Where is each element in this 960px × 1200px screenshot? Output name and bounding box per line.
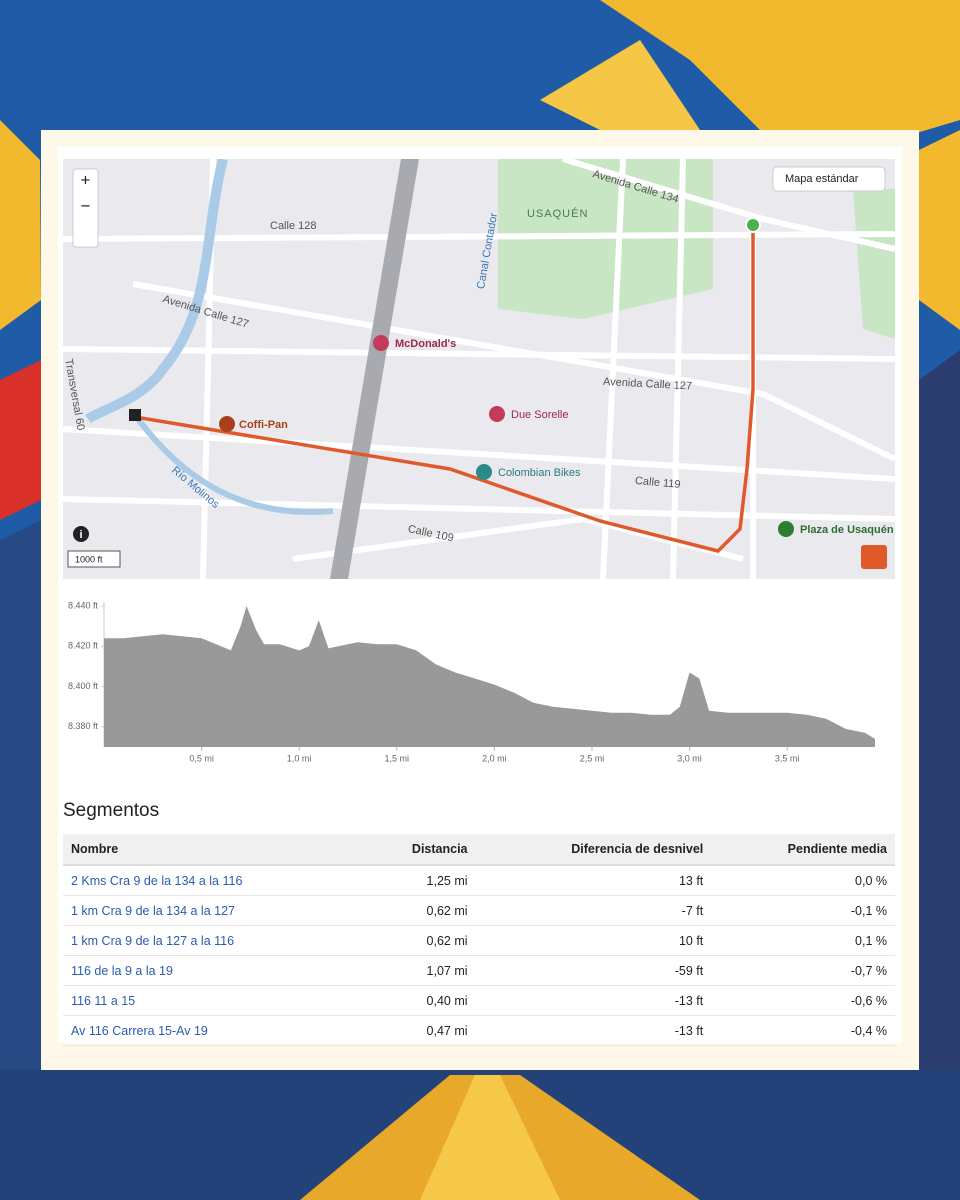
- x-tick-label: 0,5 mi: [189, 753, 214, 763]
- street-label: Calle 119: [634, 475, 681, 491]
- street-label: Calle 128: [270, 220, 316, 232]
- cell: 10 ft: [475, 925, 712, 956]
- cell: -0,4 %: [711, 1015, 895, 1046]
- cell: 116 11 a 15: [63, 985, 362, 1016]
- cell: 0,62 mi: [361, 925, 476, 956]
- segment-link[interactable]: 116 de la 9 a la 19: [71, 963, 173, 978]
- column-header: Pendiente media: [711, 834, 895, 866]
- place-label[interactable]: Colombian Bikes: [498, 467, 581, 479]
- x-tick-label: 3,0 mi: [677, 753, 702, 763]
- x-tick-label: 3,5 mi: [775, 753, 800, 763]
- cell: -0,1 %: [711, 895, 895, 926]
- segment-row: 2 Kms Cra 9 de la 134 a la 116 1,25 mi 13 …: [63, 865, 895, 896]
- segment-link[interactable]: 116 11 a 15: [71, 993, 136, 1008]
- y-tick-label: 8.380 ft: [68, 721, 99, 731]
- cell: -13 ft: [475, 1015, 712, 1046]
- map-style-label[interactable]: Mapa estándar: [785, 173, 859, 185]
- cell: 0,0 %: [711, 865, 895, 896]
- x-tick-label: 2,5 mi: [580, 753, 605, 763]
- cell: -0,6 %: [711, 985, 895, 1016]
- segment-row: 1 km Cra 9 de la 134 a la 127 0,62 mi -7 f…: [63, 895, 895, 926]
- column-header: Distancia: [361, 834, 476, 866]
- cell: -13 ft: [475, 985, 712, 1016]
- segments-table: Nombre Distancia Diferencia de desnivel Pen…: [63, 834, 895, 1046]
- elevation-chart: 8.440 ft 8.420 ft 8.400 ft 8.380 ft 0,5 mi 1,…: [68, 600, 875, 763]
- cell: 0,62 mi: [361, 895, 476, 926]
- segment-row: 1 km Cra 9 de la 127 a la 116 0,62 mi 10 f…: [63, 925, 895, 956]
- content: + − Mapa estándar i 1000 ft Calle 128 Av…: [58, 147, 902, 1046]
- cell: 0,47 mi: [361, 1015, 476, 1046]
- segment-row: 116 de la 9 a la 19 1,07 mi -59 ft -0,7 %: [63, 955, 895, 986]
- zoom-out[interactable]: −: [81, 196, 91, 215]
- x-tick-label: 2,0 mi: [482, 753, 507, 763]
- zoom-in[interactable]: +: [81, 170, 91, 189]
- segment-link[interactable]: Av 116 Carrera 15-Av 19: [71, 1023, 208, 1038]
- place-label[interactable]: Coffi-Pan: [239, 419, 288, 431]
- segment-link[interactable]: 2 Kms Cra 9 de la 134 a la 116: [71, 873, 243, 888]
- cell: 1 km Cra 9 de la 127 a la 116: [63, 925, 362, 956]
- map[interactable]: + − Mapa estándar i 1000 ft Calle 128 Av…: [63, 159, 895, 579]
- cell: Av 116 Carrera 15-Av 19: [63, 1015, 362, 1046]
- y-tick-label: 8.440 ft: [68, 600, 99, 610]
- column-header: Nombre: [63, 834, 362, 866]
- cell: 116 de la 9 a la 19: [63, 955, 362, 986]
- map-scale: 1000 ft: [75, 554, 103, 564]
- cell: 13 ft: [475, 865, 712, 896]
- column-header: Diferencia de desnivel: [475, 834, 712, 866]
- place-label[interactable]: McDonald's: [395, 338, 456, 350]
- cell: -0,7 %: [711, 955, 895, 986]
- cell: 0,1 %: [711, 925, 895, 956]
- card: + − Mapa estándar i 1000 ft Calle 128 Av…: [41, 130, 919, 1070]
- y-tick-label: 8.420 ft: [68, 641, 99, 651]
- cell: -59 ft: [475, 955, 712, 986]
- map-style-button[interactable]: [772, 166, 886, 192]
- cell: 1,07 mi: [361, 955, 476, 986]
- info-icon[interactable]: i: [79, 529, 82, 541]
- cell: 2 Kms Cra 9 de la 134 a la 116: [63, 865, 362, 896]
- cell: -7 ft: [475, 895, 712, 926]
- section-title: Segmentos: [63, 800, 160, 821]
- cell: 0,40 mi: [361, 985, 476, 1016]
- cell: 1 km Cra 9 de la 134 a la 127: [63, 895, 362, 926]
- place-label[interactable]: Due Sorelle: [511, 409, 568, 421]
- segment-link[interactable]: 1 km Cra 9 de la 134 a la 127: [71, 903, 235, 918]
- place-label[interactable]: Plaza de Usaquén: [800, 524, 894, 536]
- street-label: Avenida Calle 127: [603, 376, 693, 393]
- x-tick-label: 1,0 mi: [287, 753, 312, 763]
- x-tick-label: 1,5 mi: [385, 753, 410, 763]
- area-label: USAQUÉN: [527, 207, 588, 220]
- segment-link[interactable]: 1 km Cra 9 de la 127 a la 116: [71, 933, 235, 948]
- elevation-area: [104, 606, 875, 747]
- cell: 1,25 mi: [361, 865, 476, 896]
- segment-row: Av 116 Carrera 15-Av 19 0,47 mi -13 ft -0,4…: [63, 1015, 895, 1046]
- y-tick-label: 8.400 ft: [68, 681, 99, 691]
- segment-row: 116 11 a 15 0,40 mi -13 ft -0,6 %: [63, 985, 895, 1016]
